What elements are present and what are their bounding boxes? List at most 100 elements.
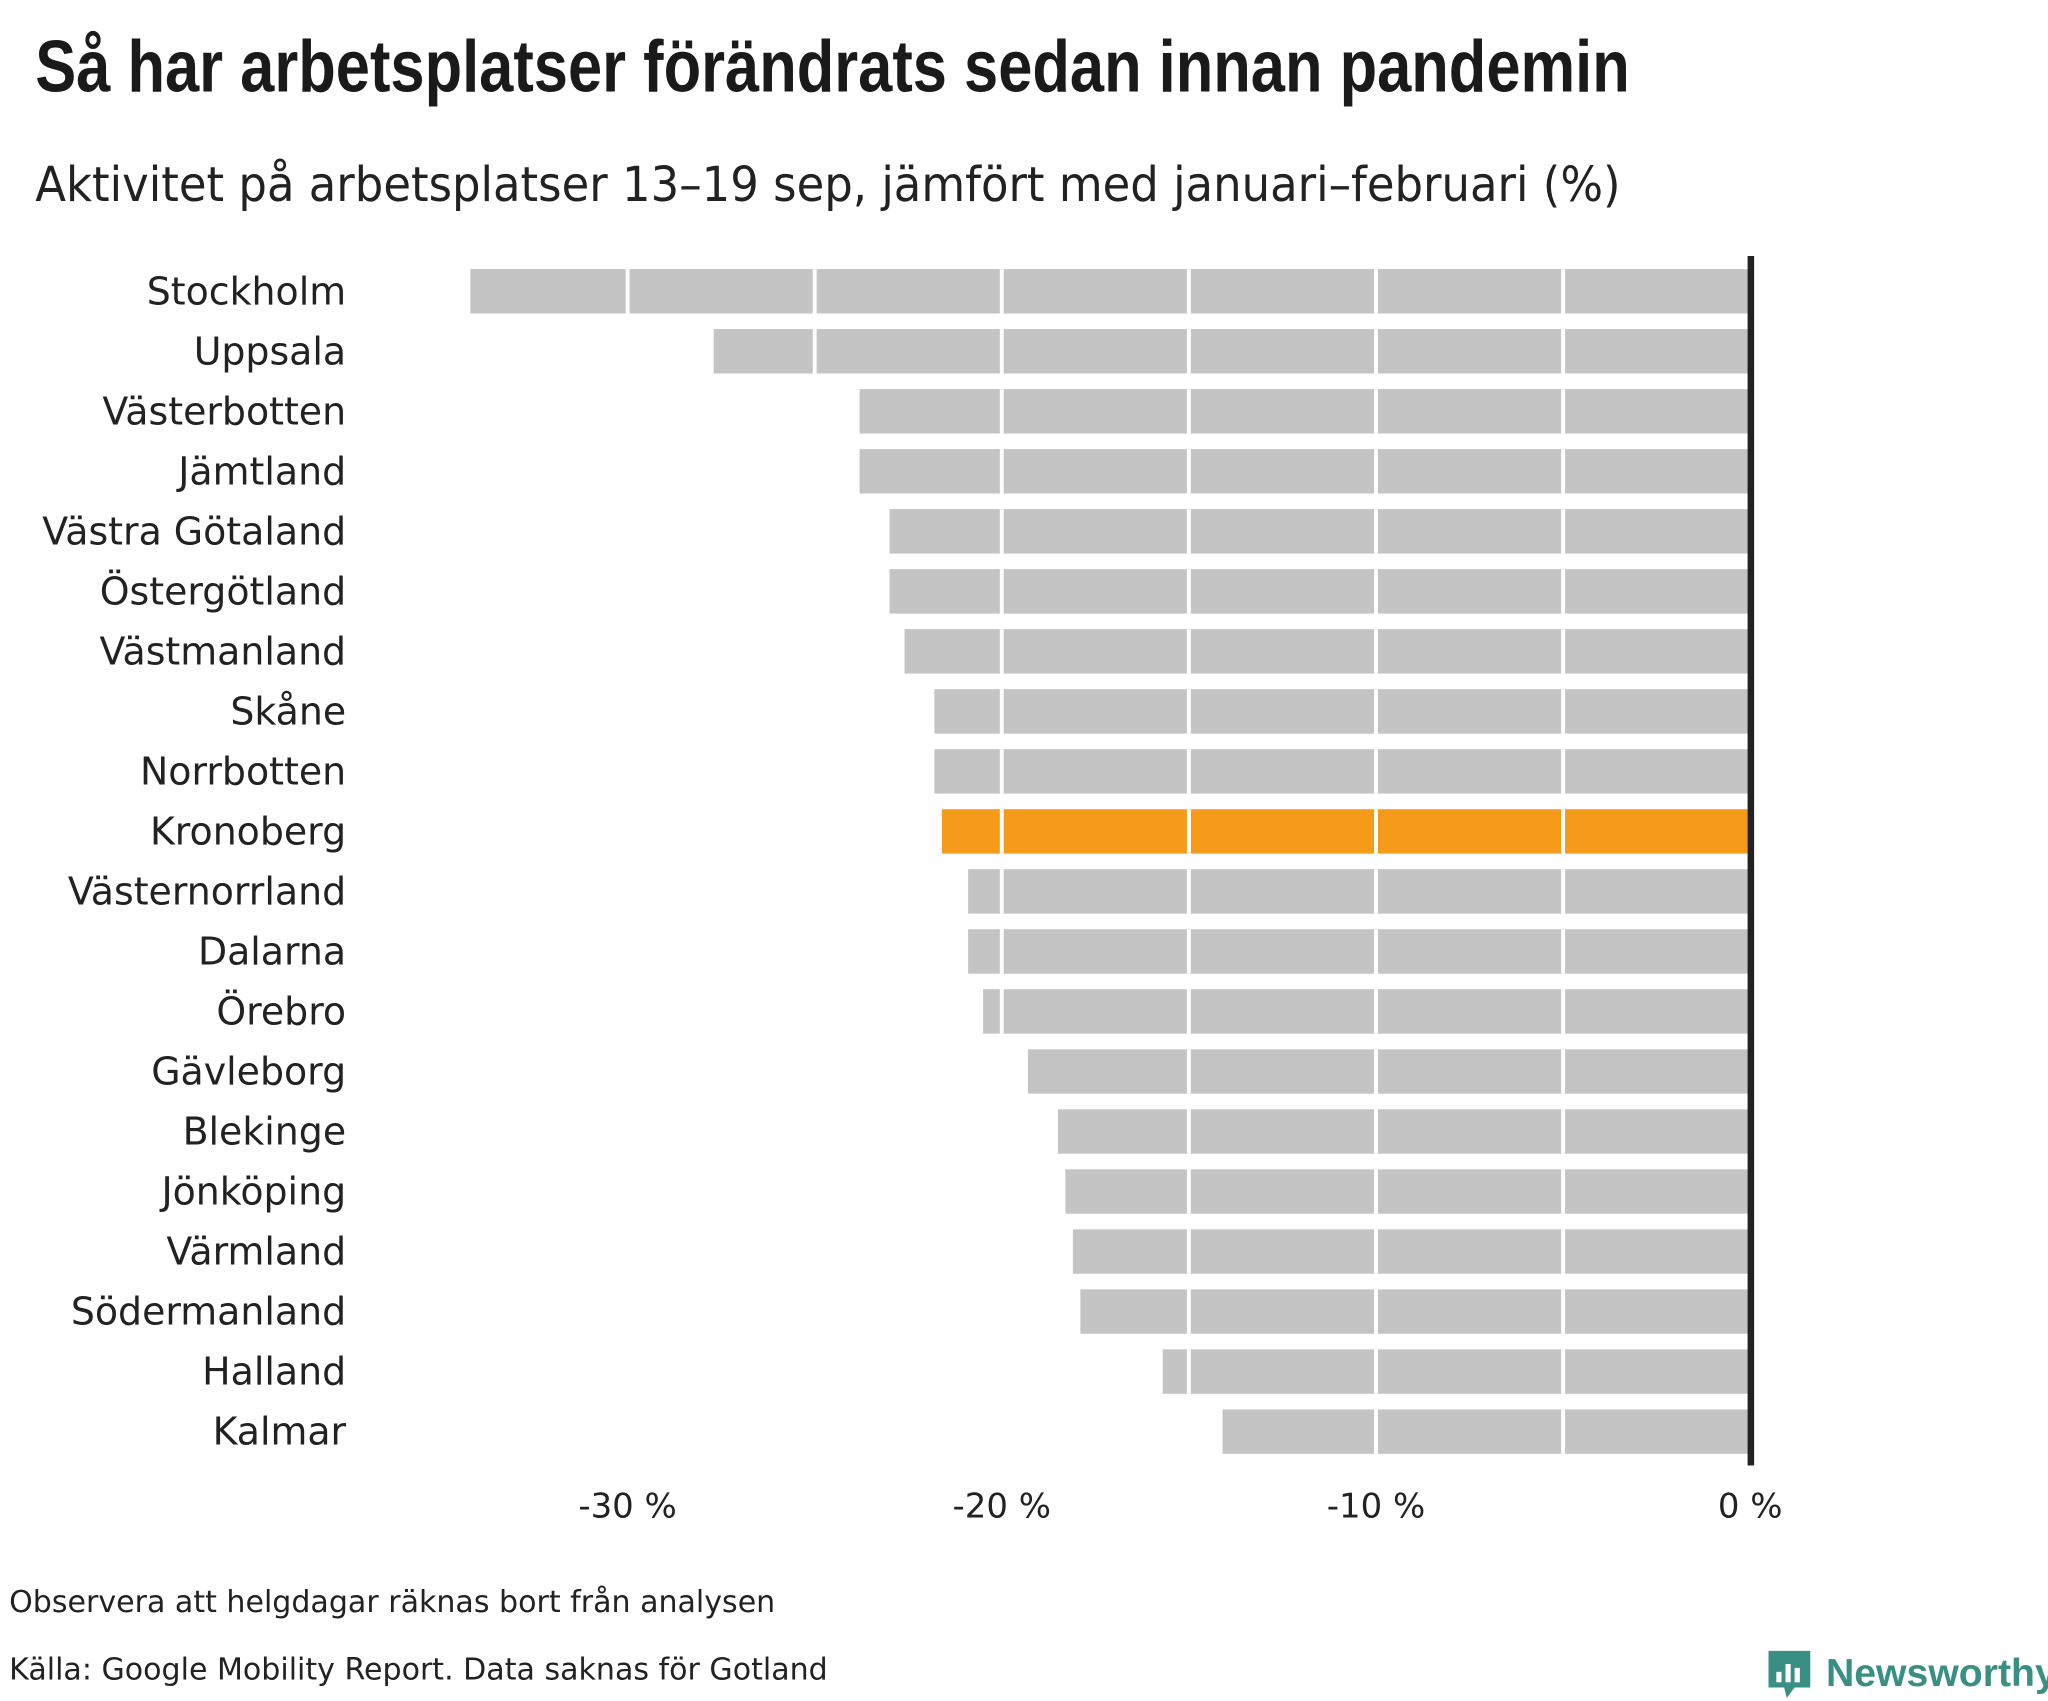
gridline — [1186, 1169, 1191, 1214]
gridline — [1561, 629, 1566, 674]
newsworthy-logo: Newsworthy — [1766, 1648, 2048, 1700]
x-tick-label: -10 % — [1327, 1487, 1425, 1527]
gridline — [999, 569, 1004, 614]
gridline — [1561, 809, 1566, 854]
gridline — [1374, 1229, 1378, 1274]
gridline — [999, 629, 1004, 674]
gridline — [1374, 1409, 1378, 1454]
category-label: Skåne — [230, 689, 346, 733]
gridline — [1374, 1349, 1378, 1394]
gridline — [1374, 449, 1378, 494]
gridline — [999, 329, 1004, 374]
category-label: Västernorrland — [68, 869, 346, 913]
bar-skåne — [934, 689, 1751, 734]
newsworthy-chart-bubble-icon — [1768, 1650, 1811, 1698]
category-label: Uppsala — [194, 329, 346, 373]
bar-jämtland — [859, 449, 1751, 494]
gridline — [1561, 389, 1566, 434]
zero-axis-line — [1747, 255, 1755, 1466]
bar-blekinge — [1057, 1109, 1751, 1154]
category-label: Blekinge — [183, 1110, 347, 1154]
gridline — [1374, 929, 1378, 974]
bar-jönköping — [1065, 1169, 1751, 1214]
gridline — [1561, 989, 1566, 1034]
gridline — [1186, 1229, 1191, 1274]
gridline — [1374, 629, 1378, 674]
gridline — [812, 269, 817, 314]
gridline — [1186, 749, 1191, 794]
bar-uppsala — [713, 329, 1751, 374]
footer-source: Källa: Google Mobility Report. Data sakn… — [9, 1653, 828, 1688]
gridline — [1374, 749, 1378, 794]
gridline — [1186, 629, 1191, 674]
bar-västmanland — [904, 629, 1751, 674]
gridline — [999, 809, 1004, 854]
gridline — [1186, 389, 1191, 434]
category-label: Kalmar — [213, 1410, 347, 1454]
gridline — [999, 509, 1004, 554]
bar-västra-götaland — [889, 509, 1751, 554]
bar-östergötland — [889, 569, 1751, 614]
bar-stockholm — [470, 269, 1751, 314]
gridline — [1561, 1349, 1566, 1394]
category-label: Halland — [202, 1350, 346, 1394]
category-label: Gävleborg — [151, 1050, 346, 1094]
gridline — [1186, 1049, 1191, 1094]
gridline — [1374, 269, 1378, 314]
gridline — [1374, 989, 1378, 1034]
category-label: Södermanland — [71, 1290, 346, 1334]
gridline — [1186, 509, 1191, 554]
gridline — [1186, 1109, 1191, 1154]
bar-kronoberg — [941, 809, 1751, 854]
chart-subtitle: Aktivitet på arbetsplatser 13–19 sep, jä… — [35, 156, 1621, 213]
bar-gävleborg — [1027, 1049, 1751, 1094]
gridline — [1374, 569, 1378, 614]
gridline — [1374, 1289, 1378, 1334]
gridline — [999, 869, 1004, 914]
gridline — [1374, 329, 1378, 374]
gridline — [999, 449, 1004, 494]
gridline — [999, 389, 1004, 434]
category-label: Stockholm — [147, 269, 346, 313]
bar-västerbotten — [859, 389, 1751, 434]
gridline — [1374, 389, 1378, 434]
gridline — [1186, 449, 1191, 494]
gridline — [1374, 1109, 1378, 1154]
gridline — [1186, 689, 1191, 734]
bar-västernorrland — [968, 869, 1751, 914]
gridline — [1374, 1049, 1378, 1094]
gridline — [1186, 929, 1191, 974]
category-label: Västra Götaland — [42, 509, 346, 553]
gridline — [1186, 1289, 1191, 1334]
gridline — [1561, 269, 1566, 314]
gridline — [1561, 449, 1566, 494]
x-tick-label: -20 % — [953, 1487, 1051, 1527]
category-label: Västerbotten — [102, 389, 346, 433]
category-label: Jämtland — [176, 449, 346, 493]
logo-text: Newsworthy — [1825, 1652, 2048, 1696]
gridline — [1561, 1289, 1566, 1334]
gridline — [1186, 269, 1191, 314]
category-label: Värmland — [166, 1230, 346, 1274]
footer-note: Observera att helgdagar räknas bort från… — [9, 1585, 776, 1620]
gridline — [625, 269, 630, 314]
gridline — [1186, 1349, 1191, 1394]
bar-chart: Stockholm Uppsala Västerbotten Jämtland Väst… — [42, 255, 1783, 1527]
gridline — [1561, 569, 1566, 614]
gridline — [1561, 1409, 1566, 1454]
chart-title: Så har arbetsplatser förändrats sedan in… — [35, 24, 1630, 108]
gridline — [999, 689, 1004, 734]
gridline — [1561, 1229, 1566, 1274]
category-label: Dalarna — [198, 930, 346, 974]
gridline — [1561, 329, 1566, 374]
gridline — [1561, 869, 1566, 914]
bar-dalarna — [968, 929, 1751, 974]
gridline — [1186, 989, 1191, 1034]
x-tick-label: -30 % — [578, 1487, 676, 1527]
gridline — [999, 989, 1004, 1034]
gridline — [1561, 689, 1566, 734]
bar-norrbotten — [934, 749, 1751, 794]
bar-kalmar — [1222, 1409, 1751, 1454]
gridline — [999, 749, 1004, 794]
